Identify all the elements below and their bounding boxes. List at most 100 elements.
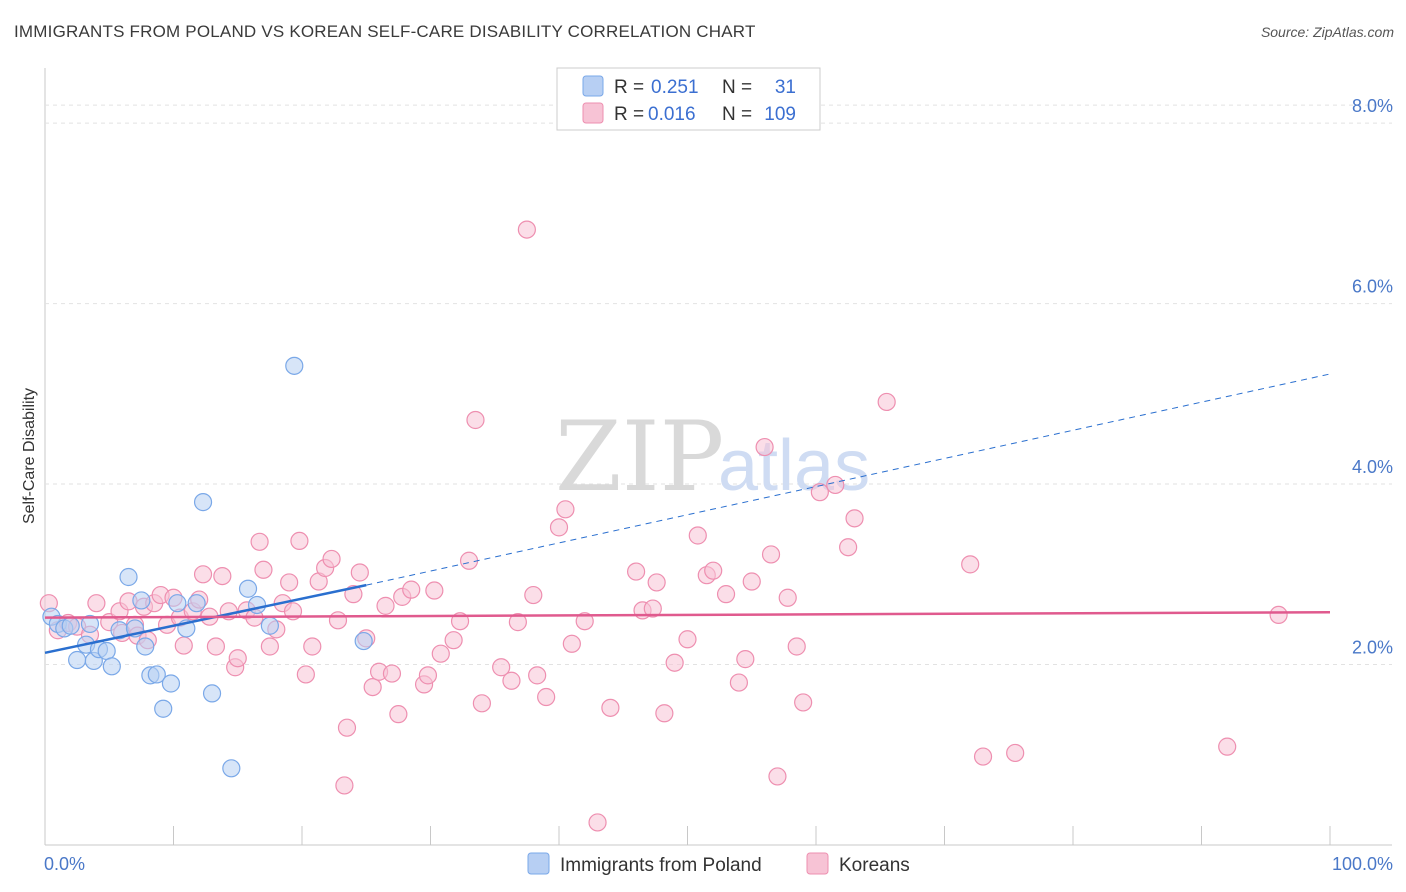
- point-koreans: [472, 694, 491, 713]
- y-tick-label: 8.0%: [1352, 96, 1393, 116]
- watermark-atlas: atlas: [718, 426, 870, 506]
- point-koreans: [643, 599, 662, 618]
- point-koreans: [459, 551, 479, 570]
- x-tick-label-max: 100.0%: [1332, 854, 1393, 874]
- point-koreans: [810, 483, 829, 502]
- point-koreans: [425, 581, 444, 600]
- point-koreans: [418, 666, 438, 685]
- point-koreans: [524, 585, 543, 605]
- point-koreans: [290, 531, 309, 551]
- y-tick-labels: 2.0% 4.0% 6.0% 8.0%: [1352, 96, 1393, 657]
- legend-box: R = 0.251 N = 31 R = 0.016 N = 109: [556, 67, 821, 131]
- chart-title: IMMIGRANTS FROM POLAND VS KOREAN SELF-CA…: [14, 22, 756, 41]
- trend-lines: [44, 373, 1331, 655]
- y-tick-label: 2.0%: [1352, 638, 1393, 658]
- point-koreans: [655, 704, 674, 723]
- point-koreans: [665, 653, 684, 672]
- bottom-legend: Immigrants from Poland Koreans: [527, 852, 910, 876]
- point-koreans: [556, 500, 575, 519]
- point-koreans: [768, 767, 787, 786]
- point-koreans: [213, 566, 232, 586]
- point-koreans: [601, 698, 620, 717]
- point-koreans: [761, 545, 781, 564]
- point-koreans: [1218, 737, 1237, 756]
- point-poland: [161, 674, 181, 693]
- point-koreans: [537, 687, 556, 707]
- point-poland: [193, 493, 213, 512]
- legend-n-value-1: 31: [775, 77, 796, 98]
- point-koreans: [794, 693, 813, 712]
- point-koreans: [575, 612, 594, 631]
- point-koreans: [382, 664, 402, 683]
- point-koreans: [376, 596, 395, 615]
- point-koreans: [502, 671, 521, 690]
- legend-n-value-2: 109: [764, 104, 796, 125]
- point-poland: [354, 631, 373, 651]
- legend-r-value-1: 0.251: [651, 77, 699, 98]
- point-koreans: [363, 677, 382, 697]
- point-koreans: [328, 611, 348, 630]
- point-poland: [168, 594, 187, 613]
- point-koreans: [337, 718, 357, 737]
- bottom-legend-swatch-poland: [527, 852, 550, 875]
- legend-swatch-koreans: [582, 102, 604, 124]
- point-koreans: [254, 560, 273, 579]
- point-poland: [202, 684, 222, 703]
- point-poland: [102, 657, 121, 676]
- point-koreans: [193, 565, 213, 584]
- point-koreans: [961, 555, 980, 574]
- x-axis-ticks: [44, 826, 1331, 845]
- point-koreans: [736, 650, 755, 669]
- point-koreans: [647, 573, 666, 592]
- point-koreans: [973, 747, 993, 766]
- point-poland: [247, 595, 267, 615]
- point-koreans: [626, 562, 646, 581]
- point-koreans: [845, 509, 864, 528]
- point-koreans: [444, 631, 463, 650]
- point-poland: [222, 759, 241, 778]
- point-koreans: [87, 594, 106, 613]
- legend-r-label-2: R =: [614, 104, 644, 125]
- bottom-legend-swatch-koreans: [806, 852, 829, 875]
- point-koreans: [402, 580, 421, 599]
- point-koreans: [877, 392, 896, 412]
- point-poland: [154, 699, 173, 718]
- y-axis-label: Self-Care Disability: [21, 388, 38, 524]
- point-koreans: [303, 637, 322, 656]
- point-poland: [285, 356, 304, 375]
- point-koreans: [389, 705, 408, 724]
- bottom-legend-label-poland: Immigrants from Poland: [560, 855, 762, 876]
- bottom-legend-label-koreans: Koreans: [839, 855, 910, 876]
- point-koreans: [549, 518, 569, 537]
- point-koreans: [517, 220, 536, 239]
- watermark-zip: ZIP: [555, 401, 724, 513]
- legend-r-label-1: R =: [614, 77, 644, 98]
- point-poland: [147, 665, 166, 684]
- point-koreans: [350, 563, 369, 582]
- point-koreans: [322, 549, 341, 569]
- point-koreans: [492, 658, 511, 677]
- point-koreans: [742, 572, 761, 591]
- point-koreans: [562, 634, 581, 653]
- point-koreans: [826, 475, 845, 495]
- point-poland: [97, 641, 116, 661]
- point-koreans: [1006, 743, 1025, 763]
- point-poland: [68, 650, 87, 670]
- point-koreans: [174, 636, 193, 655]
- point-poland: [61, 616, 80, 635]
- point-koreans: [678, 630, 697, 649]
- point-koreans: [839, 538, 858, 557]
- point-koreans: [787, 637, 806, 656]
- point-poland: [119, 567, 138, 587]
- point-poland: [260, 616, 279, 635]
- point-poland: [238, 579, 258, 598]
- point-poland: [132, 591, 151, 610]
- point-koreans: [508, 613, 527, 632]
- point-poland: [80, 614, 100, 634]
- point-koreans: [206, 637, 226, 656]
- point-poland: [136, 637, 155, 656]
- legend-n-label-2: N =: [722, 104, 752, 125]
- point-koreans: [704, 561, 723, 580]
- point-koreans: [431, 644, 450, 663]
